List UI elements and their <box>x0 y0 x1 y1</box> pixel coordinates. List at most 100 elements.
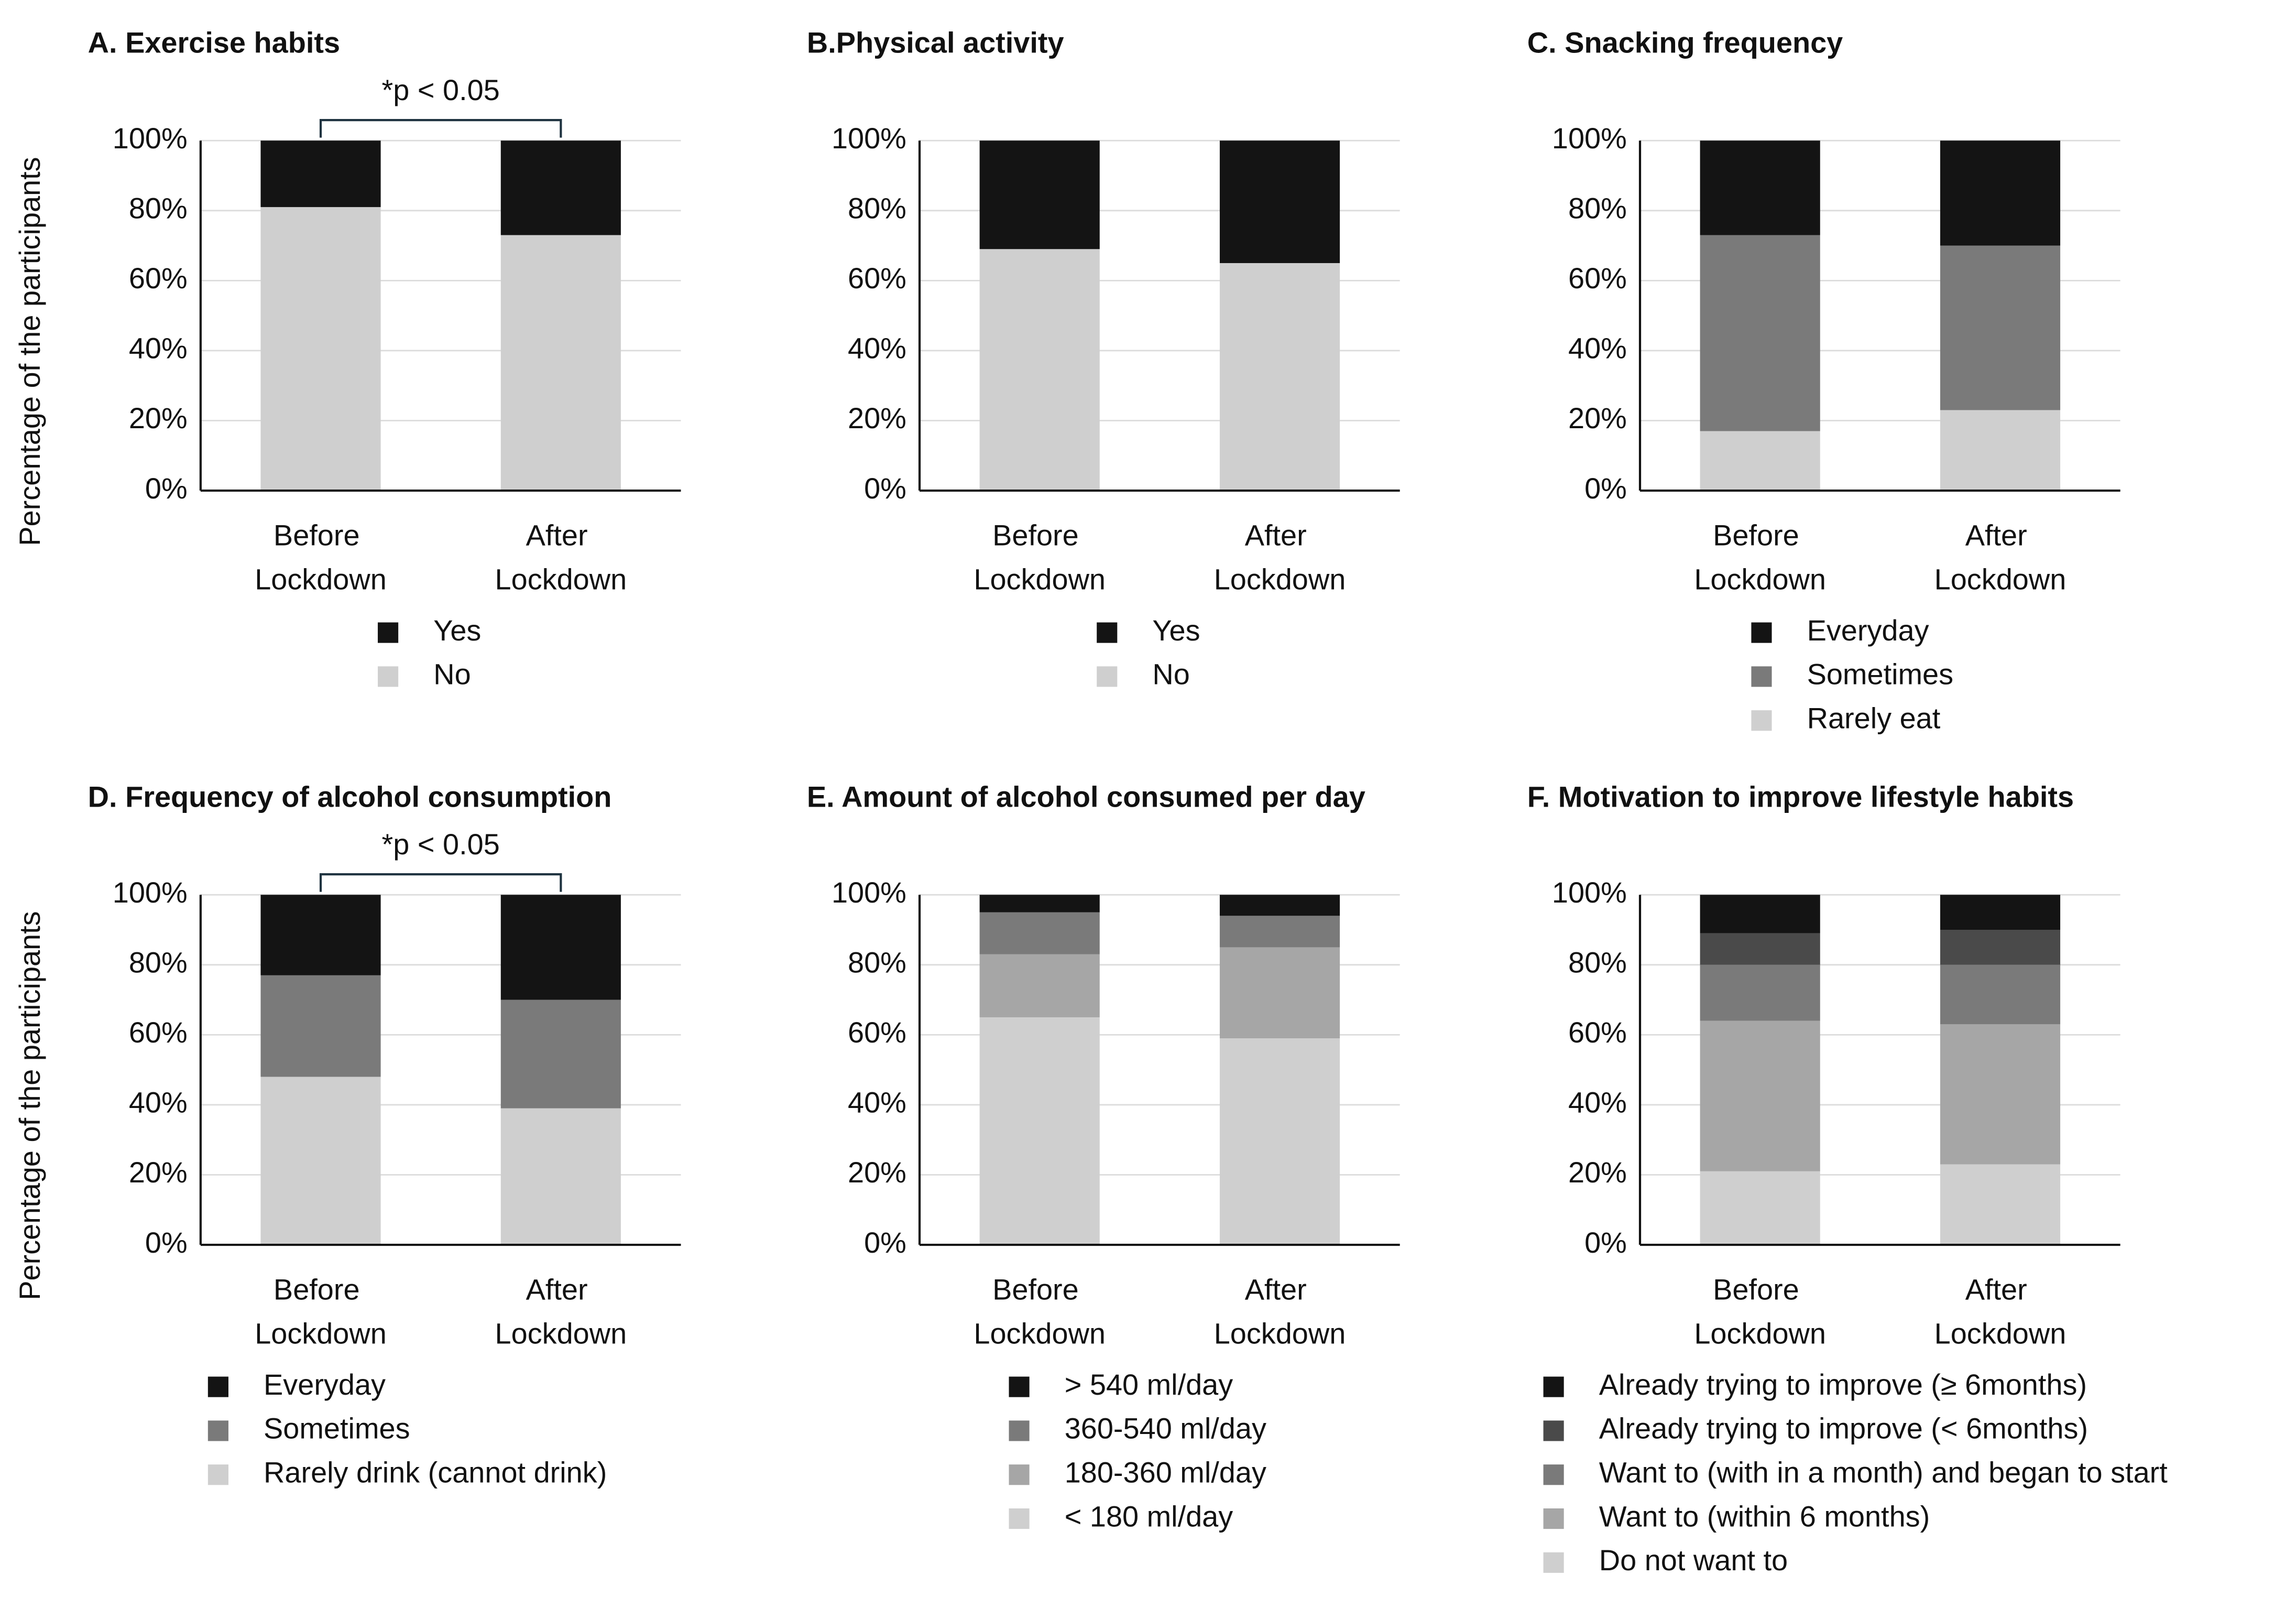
x-tick-label: After Lockdown <box>1934 518 2067 595</box>
bar-segment <box>500 140 621 235</box>
y-tick-label: 20% <box>848 401 906 434</box>
y-tick-label: 0% <box>864 472 906 505</box>
bar-segment <box>1940 140 2061 246</box>
bar-segment <box>1940 245 2061 410</box>
y-tick-label: 20% <box>129 401 188 434</box>
bar-segment <box>979 954 1100 1017</box>
y-tick-label: 100% <box>832 122 906 155</box>
bar-segment <box>979 249 1100 491</box>
annotation: *p < 0.05 <box>382 73 500 106</box>
y-tick-label: 80% <box>848 946 906 979</box>
legend-label: Yes <box>433 614 481 647</box>
legend-swatch <box>1751 710 1772 731</box>
y-tick-label: 0% <box>1584 472 1627 505</box>
legend-label: 360-540 ml/day <box>1065 1412 1266 1445</box>
y-tick-label: 20% <box>129 1156 188 1189</box>
y-tick-label: 0% <box>145 1226 188 1259</box>
bar-segment <box>1219 1038 1340 1245</box>
bar-segment <box>1700 1171 1820 1245</box>
y-tick-label: 20% <box>848 1156 906 1189</box>
bar-segment <box>260 895 381 975</box>
x-tick-label: After Lockdown <box>495 1273 627 1350</box>
bar-segment <box>1219 895 1340 916</box>
legend-label: Sometimes <box>264 1412 410 1445</box>
bar-segment <box>1700 431 1820 491</box>
legend-swatch <box>1751 666 1772 687</box>
bar-segment <box>1700 964 1820 1021</box>
legend-label: Do not want to <box>1599 1544 1788 1577</box>
legend-label: Rarely drink (cannot drink) <box>264 1455 607 1489</box>
legend-label: Rarely eat <box>1807 702 1941 735</box>
legend-swatch <box>1009 1420 1030 1441</box>
legend-label: Want to (with in a month) and began to s… <box>1599 1455 2168 1489</box>
y-tick-label: 0% <box>145 472 188 505</box>
y-tick-label: 60% <box>848 262 906 295</box>
y-tick-label: 100% <box>113 122 188 155</box>
bar-segment <box>1940 1164 2061 1245</box>
bar-segment <box>1700 1020 1820 1171</box>
bar-segment <box>1219 916 1340 948</box>
legend-label: > 540 ml/day <box>1065 1368 1233 1401</box>
x-tick-label: Before Lockdown <box>255 1273 387 1350</box>
y-tick-label: 60% <box>1568 262 1627 295</box>
annotation: *p < 0.05 <box>382 828 500 861</box>
legend-swatch <box>1009 1508 1030 1529</box>
legend-swatch <box>1543 1464 1564 1485</box>
bar-segment <box>1219 263 1340 491</box>
panel-title: D. Frequency of alcohol consumption <box>88 780 612 813</box>
bar-segment <box>979 140 1100 249</box>
y-tick-label: 100% <box>832 876 906 909</box>
y-tick-label: 100% <box>1552 876 1627 909</box>
x-tick-label: After Lockdown <box>495 518 627 595</box>
bar-segment <box>979 1017 1100 1245</box>
legend-label: < 180 ml/day <box>1065 1500 1233 1533</box>
bar-segment <box>1700 895 1820 933</box>
legend-swatch <box>1009 1464 1030 1485</box>
bar-segment <box>1940 964 2061 1025</box>
bar-segment <box>500 999 621 1109</box>
legend-swatch <box>1097 622 1118 643</box>
bar-segment <box>260 207 381 491</box>
legend-swatch <box>1009 1376 1030 1397</box>
legend-swatch <box>1543 1420 1564 1441</box>
y-tick-label: 100% <box>1552 122 1627 155</box>
legend-label: Want to (within 6 months) <box>1599 1500 1930 1533</box>
x-tick-label: Before Lockdown <box>1694 518 1826 595</box>
y-axis-label: Percentage of the participants <box>13 911 46 1300</box>
y-tick-label: 100% <box>113 876 188 909</box>
legend-label: Everyday <box>264 1368 386 1401</box>
panel-title: B.Physical activity <box>807 26 1064 59</box>
bar-segment <box>500 235 621 491</box>
x-tick-label: After Lockdown <box>1214 518 1346 595</box>
panel-title: C. Snacking frequency <box>1527 26 1843 59</box>
y-axis-label: Percentage of the participants <box>13 157 46 546</box>
y-tick-label: 60% <box>1568 1016 1627 1049</box>
panel-title: E. Amount of alcohol consumed per day <box>807 780 1365 813</box>
legend-swatch <box>1543 1552 1564 1573</box>
y-tick-label: 40% <box>1568 332 1627 365</box>
x-tick-label: Before Lockdown <box>974 518 1106 595</box>
bar-segment <box>1700 235 1820 431</box>
y-tick-label: 40% <box>848 332 906 365</box>
bar-segment <box>1700 933 1820 965</box>
y-tick-label: 80% <box>1568 192 1627 225</box>
bar-segment <box>260 140 381 208</box>
y-tick-label: 80% <box>1568 946 1627 979</box>
legend-swatch <box>1543 1376 1564 1397</box>
y-tick-label: 40% <box>129 332 188 365</box>
y-tick-label: 20% <box>1568 1156 1627 1189</box>
y-tick-label: 40% <box>848 1086 906 1119</box>
x-tick-label: After Lockdown <box>1934 1273 2067 1350</box>
bar-segment <box>260 975 381 1077</box>
bar-segment <box>1219 140 1340 263</box>
y-tick-label: 40% <box>129 1086 188 1119</box>
y-tick-label: 20% <box>1568 401 1627 434</box>
y-tick-label: 0% <box>1584 1226 1627 1259</box>
legend-label: 180-360 ml/day <box>1065 1455 1266 1489</box>
panel-title: A. Exercise habits <box>88 26 340 59</box>
bar-segment <box>979 895 1100 912</box>
bar-segment <box>1700 140 1820 235</box>
legend-label: No <box>433 658 471 691</box>
